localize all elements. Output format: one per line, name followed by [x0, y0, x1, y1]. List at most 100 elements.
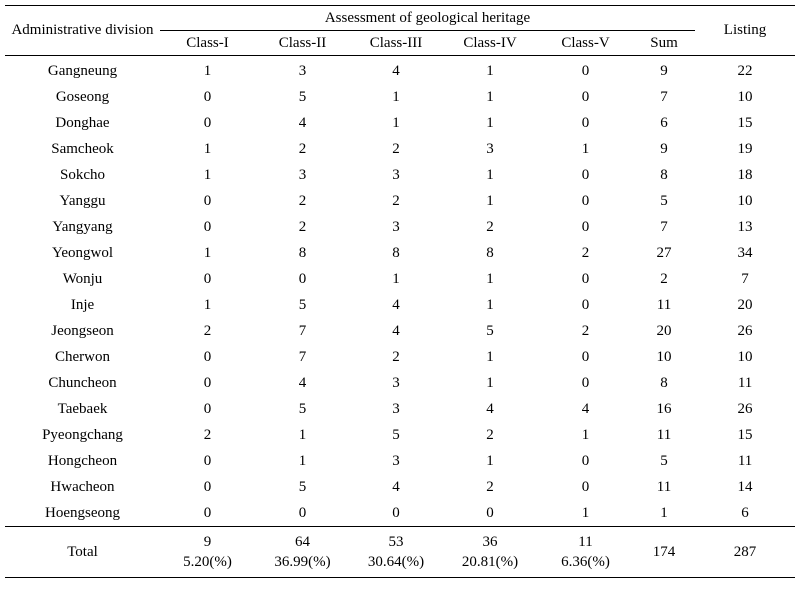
row-value-cell: 22	[737, 62, 753, 79]
row-value-cell: 11	[656, 426, 672, 443]
row-value-cell: 11	[737, 452, 753, 469]
table-row: Yangyang 0 2 3 2 0 7 13	[5, 214, 795, 240]
row-value-cell: 8	[298, 244, 307, 261]
row-value-cell: 0	[581, 348, 590, 365]
row-value-cell: 2	[203, 426, 212, 443]
row-value-cell: 0	[203, 478, 212, 495]
table-row: Hwacheon 0 5 4 2 0 11 14	[5, 474, 795, 500]
row-value-cell: 1	[203, 296, 212, 313]
total-sum: 174	[633, 526, 696, 578]
row-value-cell: 2	[660, 270, 668, 287]
row-value-cell: 0	[581, 478, 590, 495]
row-value-cell: 3	[392, 218, 400, 235]
row-value-cell: 2	[392, 140, 400, 157]
table-row: Chuncheon 0 4 3 1 0 8 11	[5, 370, 795, 396]
table-row: Inje 1 5 4 1 0 11 20	[5, 292, 795, 318]
row-value-cell: 1	[486, 88, 494, 105]
subheader-row: Class-I Class-II Class-III Class-IV Class-V S…	[5, 30, 795, 56]
row-value-cell: 8	[660, 166, 668, 183]
total-class-percent: 20.81(%)	[461, 554, 519, 570]
row-value-cell: 0	[581, 192, 590, 209]
row-value-cell: 27	[656, 244, 672, 261]
row-value-cell: 2	[392, 348, 400, 365]
header-assessment-group: Assessment of geological heritage	[160, 5, 696, 31]
table-row: Hoengseong 0 0 0 0 1 1 6	[5, 500, 795, 527]
row-value-cell: 34	[737, 244, 753, 261]
row-value-cell: 1	[486, 270, 494, 287]
row-value-cell: 11	[737, 374, 753, 391]
row-value-cell: 0	[203, 374, 212, 391]
row-division-name: Samcheok	[51, 140, 114, 157]
row-division-name: Hwacheon	[50, 478, 115, 495]
row-value-cell: 5	[392, 426, 400, 443]
row-value-cell: 1	[298, 426, 307, 443]
row-value-cell: 0	[581, 218, 590, 235]
row-value-cell: 1	[392, 88, 400, 105]
total-class-percent: 5.20(%)	[183, 554, 232, 570]
row-value-cell: 0	[486, 504, 494, 521]
row-value-cell: 1	[486, 296, 494, 313]
row-value-cell: 11	[656, 296, 672, 313]
row-value-cell: 7	[741, 270, 749, 287]
row-value-cell: 5	[298, 88, 307, 105]
row-value-cell: 3	[392, 374, 400, 391]
table-row: Donghae 0 4 1 1 0 6 15	[5, 110, 795, 136]
row-value-cell: 7	[660, 88, 668, 105]
row-value-cell: 0	[581, 270, 590, 287]
row-value-cell: 1	[581, 504, 590, 521]
row-value-cell: 3	[298, 62, 307, 79]
total-class-percent: 36.99(%)	[274, 554, 331, 570]
row-value-cell: 5	[298, 296, 307, 313]
row-value-cell: 14	[737, 478, 753, 495]
total-class-count: 53	[388, 534, 404, 550]
total-class-count: 36	[482, 534, 498, 550]
row-value-cell: 11	[656, 478, 672, 495]
row-value-cell: 7	[298, 322, 307, 339]
total-class-count: 11	[578, 534, 593, 550]
row-value-cell: 4	[298, 374, 307, 391]
row-value-cell: 0	[581, 88, 590, 105]
row-division-name: Hoengseong	[45, 504, 120, 521]
row-division-name: Gangneung	[47, 62, 118, 79]
row-value-cell: 0	[203, 114, 212, 131]
row-value-cell: 1	[203, 244, 212, 261]
row-division-name: Wonju	[62, 270, 103, 287]
row-value-cell: 4	[486, 400, 494, 417]
row-value-cell: 26	[737, 322, 753, 339]
table-row: Taebaek 0 5 3 4 4 16 26	[5, 396, 795, 422]
table-row: Pyeongchang 2 1 5 2 1 11 15	[5, 422, 795, 448]
total-class-count: 9	[203, 534, 212, 550]
row-value-cell: 1	[486, 166, 494, 183]
row-value-cell: 5	[298, 400, 307, 417]
table-row: Cherwon 0 7 2 1 0 10 10	[5, 344, 795, 370]
row-value-cell: 10	[737, 88, 753, 105]
row-value-cell: 0	[203, 400, 212, 417]
row-value-cell: 1	[203, 140, 212, 157]
row-value-cell: 2	[486, 478, 494, 495]
row-value-cell: 1	[486, 192, 494, 209]
table-body: Gangneung 1 3 4 1 0 9 22 Goseong 0 5 1 1 0 7 10 Donghae 0…	[5, 56, 796, 578]
row-value-cell: 1	[486, 114, 494, 131]
row-value-cell: 2	[298, 218, 307, 235]
header-administrative-division: Administrative division	[5, 5, 160, 56]
row-value-cell: 8	[660, 374, 668, 391]
row-value-cell: 2	[203, 322, 212, 339]
row-value-cell: 0	[581, 166, 590, 183]
table-row: Sokcho 1 3 3 1 0 8 18	[5, 162, 795, 188]
row-value-cell: 18	[737, 166, 753, 183]
row-value-cell: 1	[392, 114, 400, 131]
header-sum: Sum	[633, 30, 696, 56]
table-row: Jeongseon 2 7 4 5 2 20 26	[5, 318, 795, 344]
geoheritage-table: Administrative division Assessment of ge…	[5, 5, 796, 578]
header-class-ii: Class-II	[255, 30, 350, 56]
row-value-cell: 4	[392, 62, 400, 79]
row-division-name: Pyeongchang	[42, 426, 123, 443]
row-division-name: Inje	[70, 296, 95, 313]
row-value-cell: 0	[203, 218, 212, 235]
row-value-cell: 0	[581, 374, 590, 391]
row-value-cell: 3	[392, 400, 400, 417]
row-division-name: Cherwon	[55, 348, 110, 365]
total-class-count: 64	[295, 534, 310, 550]
header-class-v: Class-V	[538, 30, 633, 56]
